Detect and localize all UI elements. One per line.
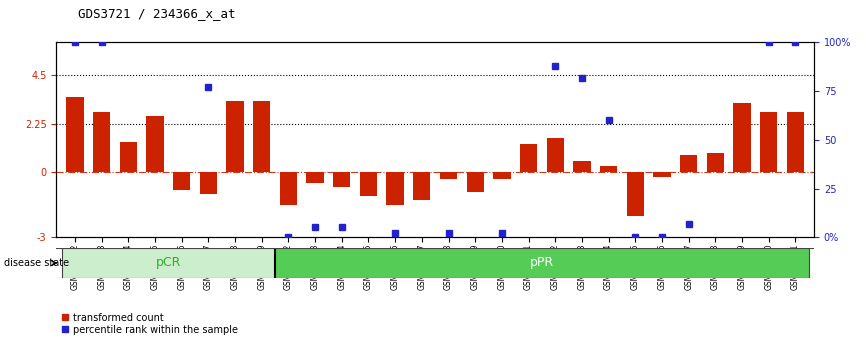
Bar <box>61 248 275 278</box>
Bar <box>653 172 670 177</box>
Legend: transformed count, percentile rank within the sample: transformed count, percentile rank withi… <box>61 313 238 335</box>
Bar <box>786 112 804 172</box>
Text: pCR: pCR <box>156 256 181 269</box>
Bar <box>680 155 697 172</box>
Bar <box>200 172 217 194</box>
Bar <box>494 172 511 179</box>
Bar <box>146 116 164 172</box>
Bar <box>93 112 110 172</box>
Text: pPR: pPR <box>530 256 554 269</box>
Bar <box>520 144 537 172</box>
Bar <box>333 172 351 187</box>
Bar <box>627 172 644 216</box>
Bar <box>413 172 430 200</box>
Bar <box>573 161 591 172</box>
Bar <box>734 103 751 172</box>
Bar <box>600 166 617 172</box>
Bar <box>760 112 778 172</box>
Bar <box>226 101 243 172</box>
Bar <box>359 172 377 196</box>
Bar <box>280 172 297 205</box>
Text: disease state: disease state <box>4 258 69 268</box>
Bar <box>275 248 809 278</box>
Bar <box>707 153 724 172</box>
Bar <box>253 101 270 172</box>
Bar <box>546 138 564 172</box>
Bar <box>67 97 84 172</box>
Bar <box>467 172 484 192</box>
Bar <box>386 172 404 205</box>
Text: GDS3721 / 234366_x_at: GDS3721 / 234366_x_at <box>78 7 236 20</box>
Bar <box>440 172 457 179</box>
Bar <box>173 172 191 190</box>
Bar <box>307 172 324 183</box>
Bar <box>120 142 137 172</box>
